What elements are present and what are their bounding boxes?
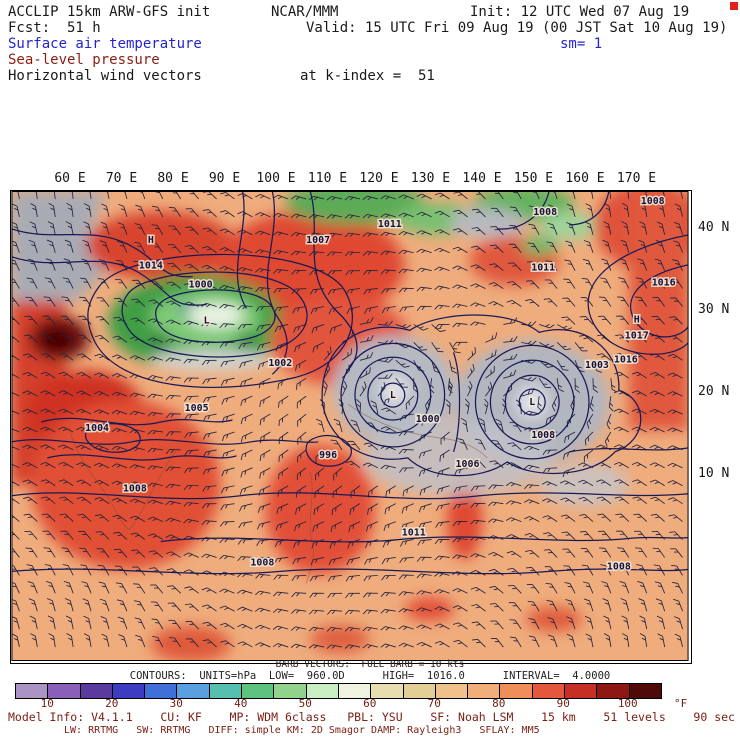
colorbar-ticks: 10 20 30 40 50 60 70 80 90 100: [0, 697, 740, 710]
colorbar-tick-label: 10: [40, 697, 54, 710]
sm-label: sm= 1: [560, 36, 603, 52]
field-temperature-label: Surface air temperature: [8, 36, 202, 52]
lat-tick-label: 10 N: [698, 466, 730, 481]
pressure-label: H: [148, 235, 154, 246]
colorbar-cell: [629, 684, 661, 698]
colorbar-cell: [403, 684, 436, 698]
pressure-label: 1005: [185, 403, 209, 414]
field-wind-label: Horizontal wind vectors: [8, 68, 202, 84]
colorbar-tick-label: 50: [298, 697, 312, 710]
lat-tick-label: 40 N: [698, 220, 730, 235]
field-pressure-label: Sea-level pressure: [8, 52, 160, 68]
pressure-label: 1014: [139, 261, 163, 272]
model-info-line2: LW: RRTMG SW: RRTMG DIFF: simple KM: 2D …: [64, 725, 540, 736]
colorbar-cell: [112, 684, 146, 698]
pressure-label: 1008: [607, 561, 631, 572]
map-border: [11, 191, 689, 661]
map-area: 1014 1000 1007 1011 1008 1008 1011 1016 1017 1016…: [10, 190, 692, 664]
contour-labels: 1014 1000 1007 1011 1008 1008 1011 1016 1017 1016…: [84, 194, 678, 573]
colorbar-cell: [80, 684, 113, 698]
pressure-label: 1011: [378, 219, 402, 230]
colorbar: [15, 683, 662, 699]
pressure-label: 1011: [531, 263, 555, 274]
lon-tick-label: 140 E: [462, 171, 502, 186]
colorbar-cell: [500, 684, 533, 698]
lon-tick-label: 90 E: [208, 171, 241, 186]
forecast-hour: Fcst: 51 h: [8, 20, 101, 36]
lon-tick-label: 70 E: [105, 171, 138, 186]
pressure-label: 1008: [533, 207, 557, 218]
colorbar-tick-label: 20: [105, 697, 119, 710]
lon-tick-label: 110 E: [307, 171, 348, 186]
pressure-label: H: [634, 314, 640, 325]
pressure-label: 1006: [456, 459, 480, 470]
colorbar-cell: [16, 684, 49, 698]
pressure-label: 1017: [625, 330, 649, 341]
lon-tick-label: 170 E: [616, 171, 657, 186]
colorbar-tick-label: 30: [169, 697, 183, 710]
colorbar-tick-label: 70: [427, 697, 441, 710]
colorbar-cell: [242, 684, 275, 698]
pressure-label: L: [529, 397, 535, 408]
colorbar-cell: [306, 684, 339, 698]
pressure-label: 1008: [250, 557, 274, 568]
colorbar-cell: [338, 684, 372, 698]
colorbar-cell: [145, 684, 178, 698]
map-canvas: 1014 1000 1007 1011 1008 1008 1011 1016 1017 1016…: [11, 191, 689, 661]
pressure-label: 1016: [614, 354, 638, 365]
pressure-label: 1003: [585, 360, 609, 371]
center-name: NCAR/MMM: [271, 4, 339, 20]
contour-legend: CONTOURS: UNITS=hPa LOW= 960.0D HIGH= 10…: [129, 670, 611, 682]
init-time: Init: 12 UTC Wed 07 Aug 19: [470, 4, 690, 20]
lon-tick-label: 130 E: [410, 171, 451, 186]
pressure-label: 1011: [402, 528, 426, 539]
pressure-label: 1016: [652, 278, 676, 289]
lon-tick-label: 100 E: [256, 171, 296, 186]
lon-tick-label: 60 E: [54, 171, 86, 186]
k-index-label: at k-index = 51: [300, 68, 435, 84]
pressure-label: 1008: [123, 484, 147, 495]
barb-legend: BARB VECTORS: FULL BARB = 10 kts: [275, 659, 465, 670]
colorbar-cell: [48, 684, 81, 698]
pressure-label: 1007: [306, 235, 330, 246]
colorbar-cell: [565, 684, 598, 698]
colorbar-cell: [371, 684, 404, 698]
lon-tick-label: 80 E: [157, 171, 189, 186]
colorbar-cell: [532, 684, 566, 698]
pressure-contours: [11, 191, 689, 575]
colorbar-cell: [274, 684, 307, 698]
pressure-label: L: [204, 315, 210, 326]
colorbar-cell: [177, 684, 210, 698]
colorbar-unit: °F: [674, 697, 688, 710]
model-info-line1: Model Info: V4.1.1 CU: KF MP: WDM 6class…: [8, 710, 735, 724]
lat-tick-label: 30 N: [698, 302, 730, 317]
colorbar-cell: [209, 684, 243, 698]
lon-tick-label: 160 E: [565, 171, 605, 186]
model-title: ACCLIP 15km ARW-GFS init: [8, 4, 211, 20]
pressure-label: 1008: [641, 196, 665, 207]
pressure-label: 1000: [189, 280, 213, 291]
colorbar-cell: [468, 684, 501, 698]
colorbar-tick-label: 40: [234, 697, 248, 710]
lon-tick-label: 150 E: [513, 171, 554, 186]
colorbar-cell: [597, 684, 630, 698]
pressure-label: L: [390, 390, 396, 401]
colorbar-tick-label: 80: [492, 697, 506, 710]
pressure-label: 1008: [531, 430, 555, 441]
pressure-label: 1002: [268, 358, 292, 369]
corner-marker: [730, 2, 738, 10]
pressure-label: 1004: [85, 423, 109, 434]
colorbar-tick-label: 100: [617, 697, 638, 710]
colorbar-tick-label: 90: [556, 697, 570, 710]
valid-time: Valid: 15 UTC Fri 09 Aug 19 (00 JST Sat …: [306, 20, 728, 36]
pressure-label: 1000: [416, 414, 440, 425]
lon-tick-label: 120 E: [359, 171, 399, 186]
pressure-label: 996: [319, 450, 337, 461]
colorbar-tick-label: 60: [363, 697, 377, 710]
colorbar-cell: [435, 684, 469, 698]
lat-tick-label: 20 N: [698, 384, 730, 399]
